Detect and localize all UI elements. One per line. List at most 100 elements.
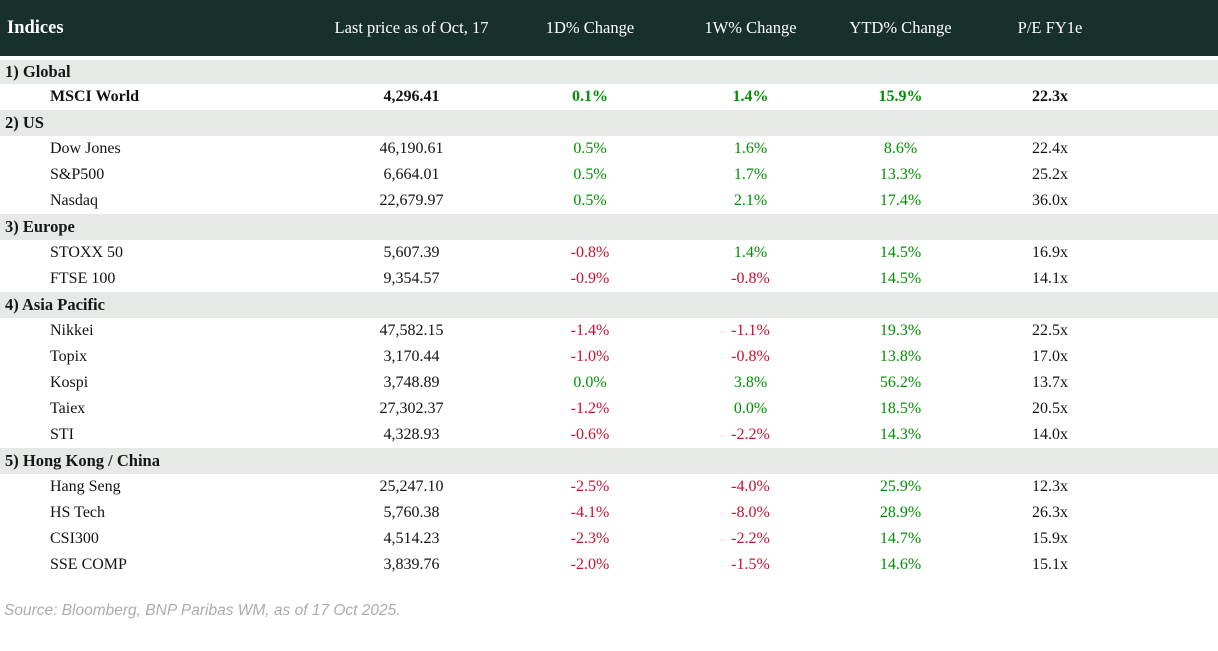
change-ytd-value: 14.7% (826, 526, 975, 552)
index-name: Dow Jones (0, 136, 318, 162)
last-price-value: 4,514.23 (318, 526, 505, 552)
change-1w-value: 1.4% (675, 240, 826, 266)
row-filler (1125, 396, 1218, 422)
col-last-price: Last price as of Oct, 17 (318, 0, 505, 60)
table-row: MSCI World 4,296.41 0.1% 1.4% 15.9% 22.3… (0, 84, 1218, 110)
pe-value: 13.7x (975, 370, 1125, 396)
pe-value: 15.9x (975, 526, 1125, 552)
pe-value: 22.5x (975, 318, 1125, 344)
change-1w-value: 1.4% (675, 84, 826, 110)
change-1w-value: -1.1% (675, 318, 826, 344)
section-row-asia-pacific: 4) Asia Pacific (0, 292, 1218, 318)
pe-value: 20.5x (975, 396, 1125, 422)
index-name: FTSE 100 (0, 266, 318, 292)
col-1d-change: 1D% Change (505, 0, 675, 60)
change-1w-value: 2.1% (675, 188, 826, 214)
change-1d-value: 0.5% (505, 162, 675, 188)
change-1d-value: 0.5% (505, 136, 675, 162)
change-1w-value: 1.7% (675, 162, 826, 188)
last-price-value: 3,748.89 (318, 370, 505, 396)
change-1d-value: -2.0% (505, 552, 675, 578)
pe-value: 14.1x (975, 266, 1125, 292)
change-1d-value: 0.5% (505, 188, 675, 214)
last-price-value: 4,328.93 (318, 422, 505, 448)
index-name: Nikkei (0, 318, 318, 344)
index-name: SSE COMP (0, 552, 318, 578)
col-ytd-change: YTD% Change (826, 0, 975, 60)
change-ytd-value: 13.3% (826, 162, 975, 188)
col-filler (1125, 0, 1218, 60)
change-1w-value: 0.0% (675, 396, 826, 422)
table-row: Kospi 3,748.89 0.0% 3.8% 56.2% 13.7x (0, 370, 1218, 396)
table-title: Indices (0, 0, 318, 60)
section-label: 4) Asia Pacific (0, 292, 1218, 318)
table-row: FTSE 100 9,354.57 -0.9% -0.8% 14.5% 14.1… (0, 266, 1218, 292)
last-price-value: 47,582.15 (318, 318, 505, 344)
change-1d-value: 0.1% (505, 84, 675, 110)
change-1d-value: 0.0% (505, 370, 675, 396)
row-filler (1125, 188, 1218, 214)
change-1d-value: -1.4% (505, 318, 675, 344)
row-filler (1125, 136, 1218, 162)
change-1w-value: -1.5% (675, 552, 826, 578)
change-ytd-value: 19.3% (826, 318, 975, 344)
index-name: MSCI World (0, 84, 318, 110)
index-name: CSI300 (0, 526, 318, 552)
last-price-value: 46,190.61 (318, 136, 505, 162)
table-row: Hang Seng 25,247.10 -2.5% -4.0% 25.9% 12… (0, 474, 1218, 500)
change-ytd-value: 14.5% (826, 240, 975, 266)
change-ytd-value: 17.4% (826, 188, 975, 214)
last-price-value: 5,760.38 (318, 500, 505, 526)
change-1d-value: -0.6% (505, 422, 675, 448)
change-ytd-value: 28.9% (826, 500, 975, 526)
change-ytd-value: 14.3% (826, 422, 975, 448)
index-name: Taiex (0, 396, 318, 422)
col-pe-fy1e: P/E FY1e (975, 0, 1125, 60)
index-name: STI (0, 422, 318, 448)
pe-value: 22.3x (975, 84, 1125, 110)
pe-value: 16.9x (975, 240, 1125, 266)
change-ytd-value: 8.6% (826, 136, 975, 162)
row-filler (1125, 162, 1218, 188)
index-name: S&P500 (0, 162, 318, 188)
last-price-value: 25,247.10 (318, 474, 505, 500)
pe-value: 15.1x (975, 552, 1125, 578)
row-filler (1125, 318, 1218, 344)
row-filler (1125, 240, 1218, 266)
table-row: STOXX 50 5,607.39 -0.8% 1.4% 14.5% 16.9x (0, 240, 1218, 266)
last-price-value: 3,839.76 (318, 552, 505, 578)
section-row-hk-china: 5) Hong Kong / China (0, 448, 1218, 474)
change-1d-value: -0.9% (505, 266, 675, 292)
row-filler (1125, 266, 1218, 292)
change-ytd-value: 14.6% (826, 552, 975, 578)
change-1d-value: -1.2% (505, 396, 675, 422)
last-price-value: 9,354.57 (318, 266, 505, 292)
pe-value: 12.3x (975, 474, 1125, 500)
header-row: Indices Last price as of Oct, 17 1D% Cha… (0, 0, 1218, 60)
table-row: Topix 3,170.44 -1.0% -0.8% 13.8% 17.0x (0, 344, 1218, 370)
pe-value: 14.0x (975, 422, 1125, 448)
pe-value: 22.4x (975, 136, 1125, 162)
pe-value: 17.0x (975, 344, 1125, 370)
table-row: CSI300 4,514.23 -2.3% -2.2% 14.7% 15.9x (0, 526, 1218, 552)
row-filler (1125, 474, 1218, 500)
table-row: Taiex 27,302.37 -1.2% 0.0% 18.5% 20.5x (0, 396, 1218, 422)
section-row-us: 2) US (0, 110, 1218, 136)
row-filler (1125, 552, 1218, 578)
change-ytd-value: 14.5% (826, 266, 975, 292)
change-1d-value: -2.5% (505, 474, 675, 500)
index-name: Hang Seng (0, 474, 318, 500)
change-1w-value: -0.8% (675, 344, 826, 370)
row-filler (1125, 422, 1218, 448)
change-ytd-value: 56.2% (826, 370, 975, 396)
row-filler (1125, 526, 1218, 552)
pe-value: 36.0x (975, 188, 1125, 214)
last-price-value: 5,607.39 (318, 240, 505, 266)
change-1d-value: -0.8% (505, 240, 675, 266)
change-1w-value: 1.6% (675, 136, 826, 162)
row-filler (1125, 500, 1218, 526)
row-filler (1125, 370, 1218, 396)
last-price-value: 22,679.97 (318, 188, 505, 214)
index-name: HS Tech (0, 500, 318, 526)
table-row: Dow Jones 46,190.61 0.5% 1.6% 8.6% 22.4x (0, 136, 1218, 162)
